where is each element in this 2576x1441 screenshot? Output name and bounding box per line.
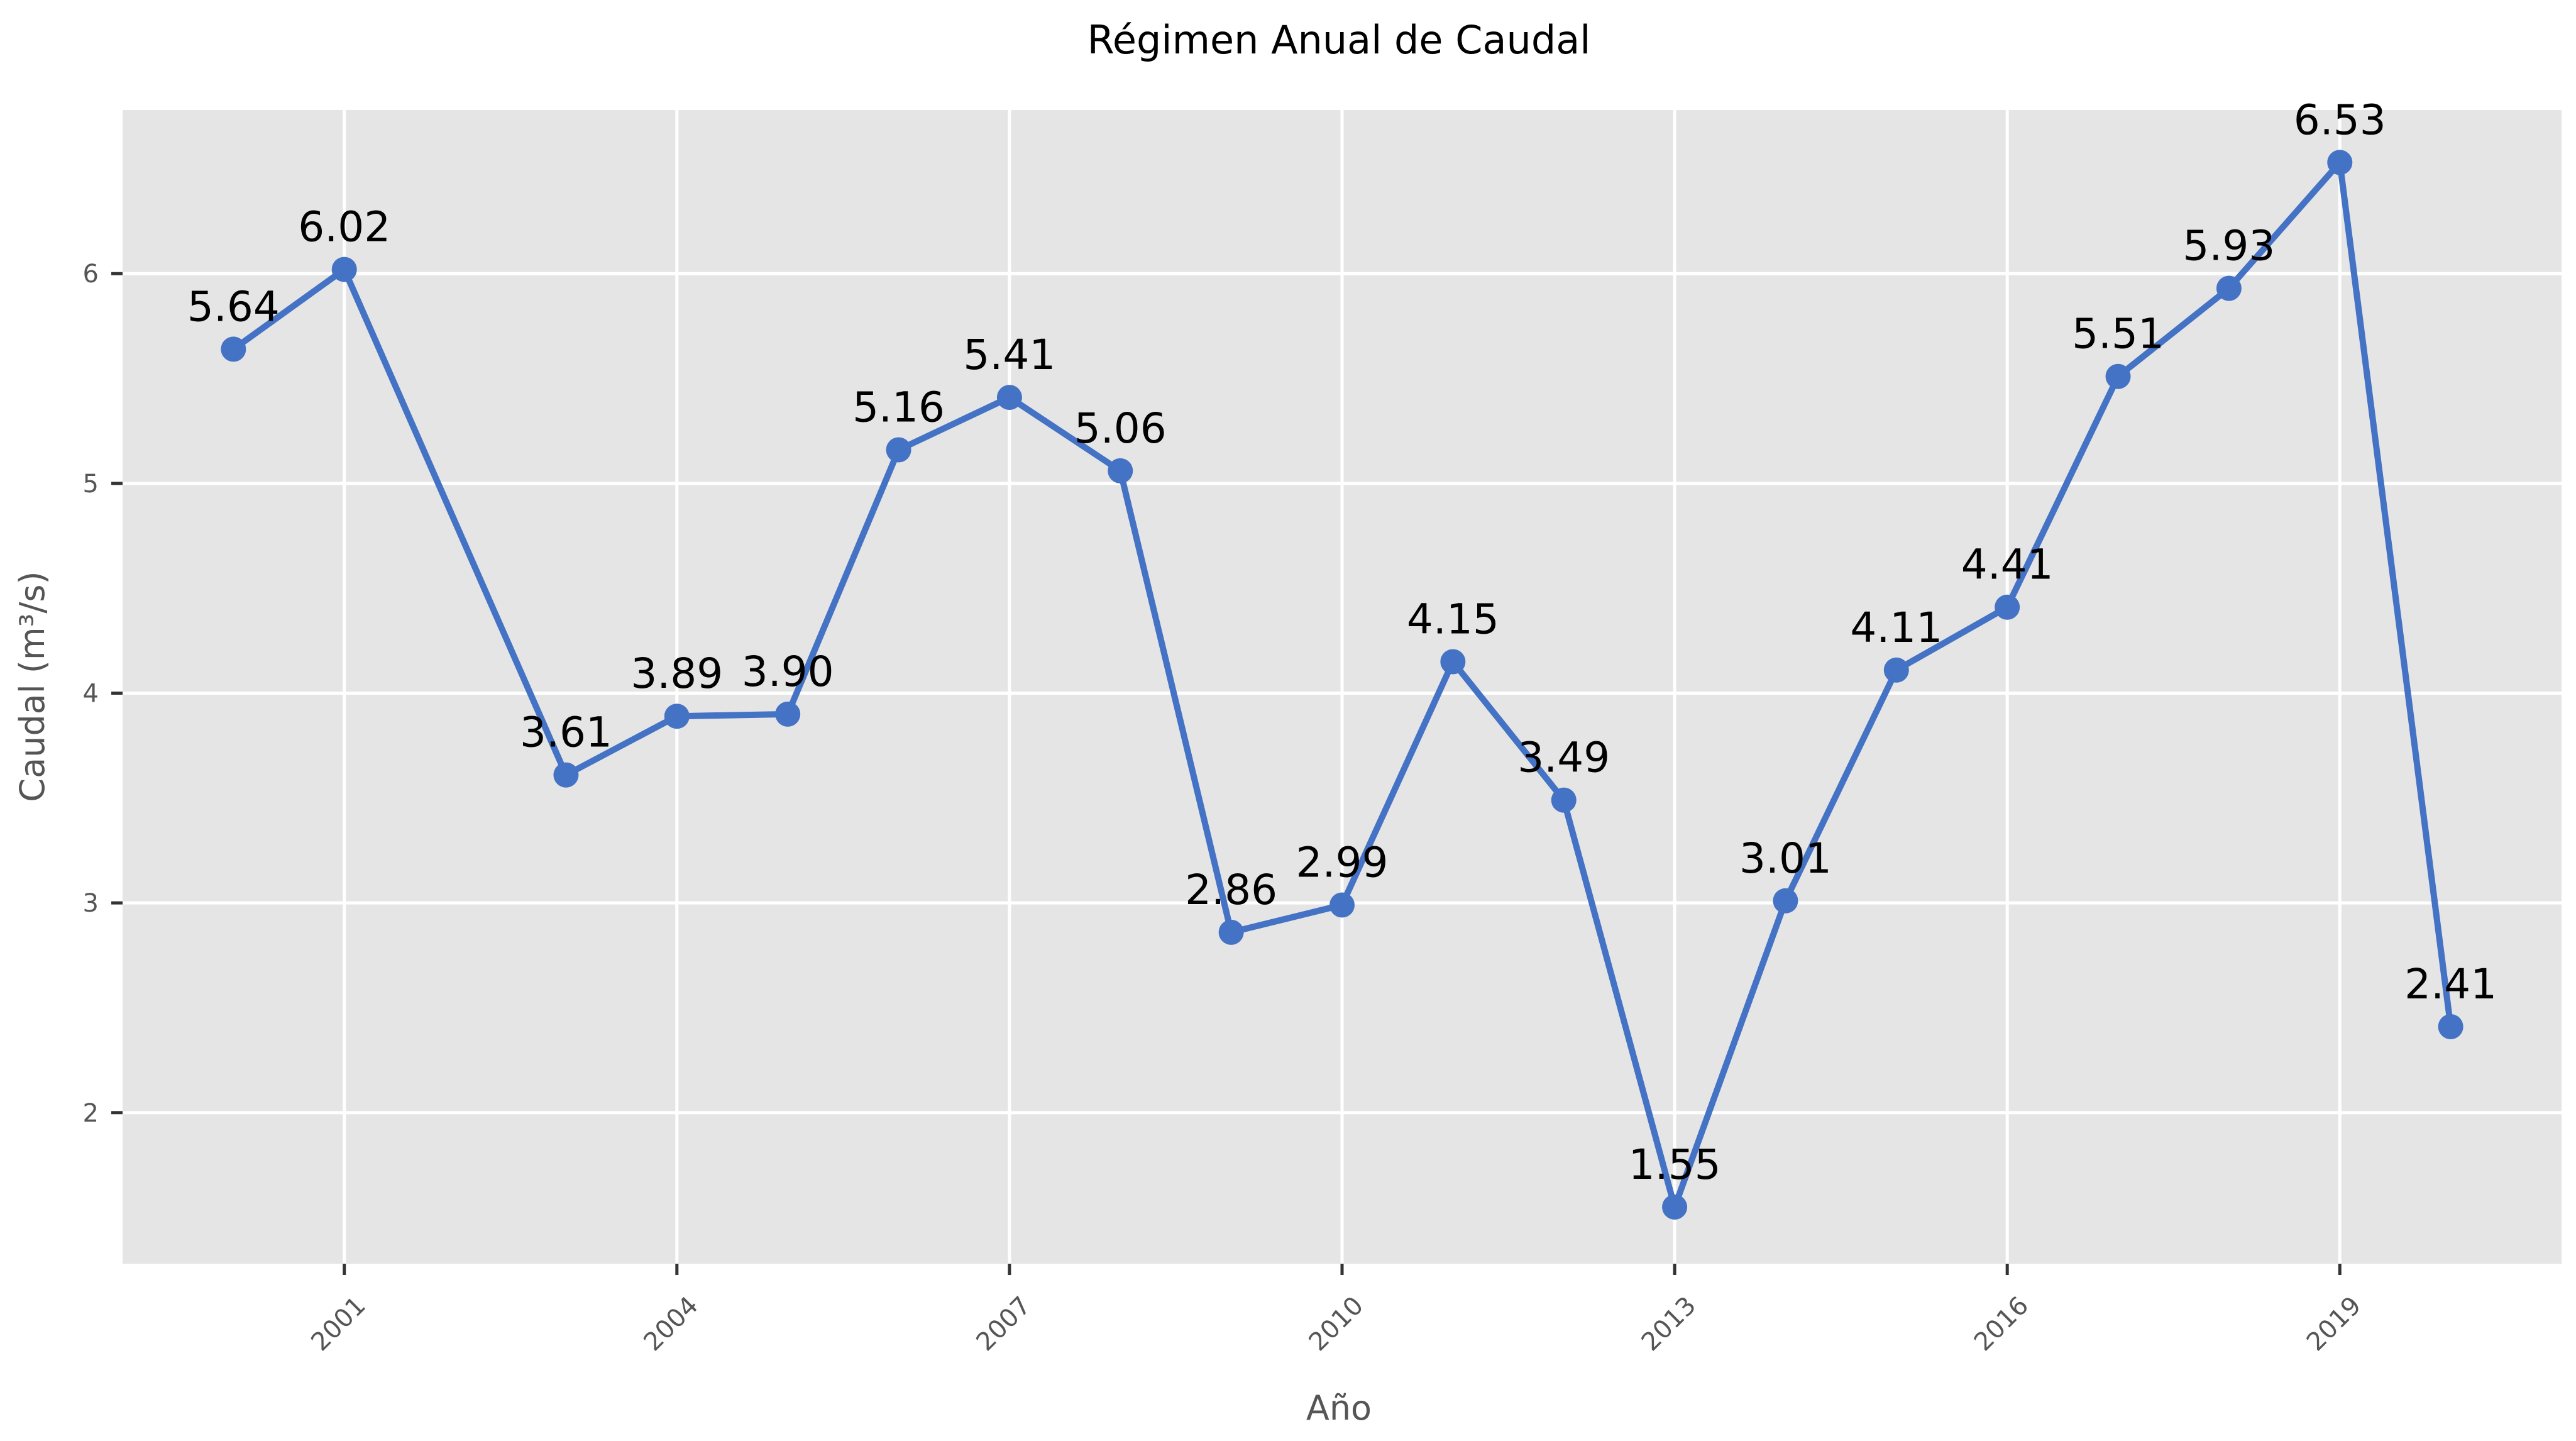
x-axis-label: Año [1306,1388,1372,1428]
x-tick-label: 2010 [1304,1291,1370,1357]
data-label: 2.99 [1296,838,1389,886]
data-point [2327,150,2353,175]
data-point [2438,1013,2463,1039]
data-point [1551,787,1577,813]
y-axis-label: Caudal (m³/s) [13,571,52,802]
data-point [996,385,1022,411]
data-point [1329,892,1355,918]
y-tick-label: 2 [83,1099,99,1128]
data-point [331,257,357,282]
data-point [1883,657,1909,683]
data-labels: 5.64 6.02 3.61 3.89 3.90 5.16 5.41 5.06 2.86 2.99… [187,96,2497,1189]
chart-title: Régimen Anual de Caudal [1087,17,1591,63]
data-label: 5.16 [852,383,945,431]
data-label: 2.41 [2404,960,2497,1008]
series-line [231,159,2454,1210]
y-axis: 2 3 4 5 6 [83,260,123,1128]
y-tick-label: 6 [83,260,99,289]
data-label: 6.53 [2294,96,2386,144]
y-tick-label: 5 [83,470,99,499]
x-tick-label: 2007 [971,1291,1037,1357]
data-point [1440,649,1466,675]
data-label: 3.61 [520,709,612,757]
data-label: 5.93 [2182,222,2275,270]
data-label: 4.11 [1850,604,1942,652]
data-label: 5.64 [187,282,280,331]
x-tick-label: 2016 [1969,1291,2035,1357]
data-label: 5.41 [963,331,1055,379]
data-label: 3.49 [1517,734,1610,782]
y-tick-label: 3 [83,889,99,918]
data-point [1773,888,1798,914]
x-tick-label: 2013 [1636,1291,1702,1357]
x-tick-label: 2004 [638,1291,704,1357]
data-point [2216,275,2242,301]
data-label: 6.02 [298,203,390,251]
data-label: 3.01 [1739,834,1832,883]
data-label: 4.41 [1961,541,2054,589]
y-tick-label: 4 [83,680,99,709]
data-label: 3.89 [630,649,723,698]
data-point [221,336,246,362]
x-tick-label: 2019 [2301,1291,2367,1357]
data-point [664,704,690,729]
data-label: 4.15 [1407,595,1499,643]
data-point [1108,458,1133,483]
data-label: 5.06 [1074,404,1167,453]
data-points [221,150,2463,1220]
data-label: 1.55 [1629,1140,1721,1189]
data-point [1662,1194,1688,1220]
data-point [886,437,911,463]
data-label: 5.51 [2072,310,2164,358]
data-label: 2.86 [1185,866,1277,914]
data-point [553,762,579,788]
data-point [2105,363,2131,389]
x-axis: 2001 2004 2007 2010 2013 2016 2019 [305,1264,2367,1357]
data-point [1995,594,2020,620]
x-tick-label: 2001 [305,1291,372,1357]
data-label: 3.90 [742,648,834,696]
data-point [1218,919,1244,945]
data-point [775,701,801,727]
